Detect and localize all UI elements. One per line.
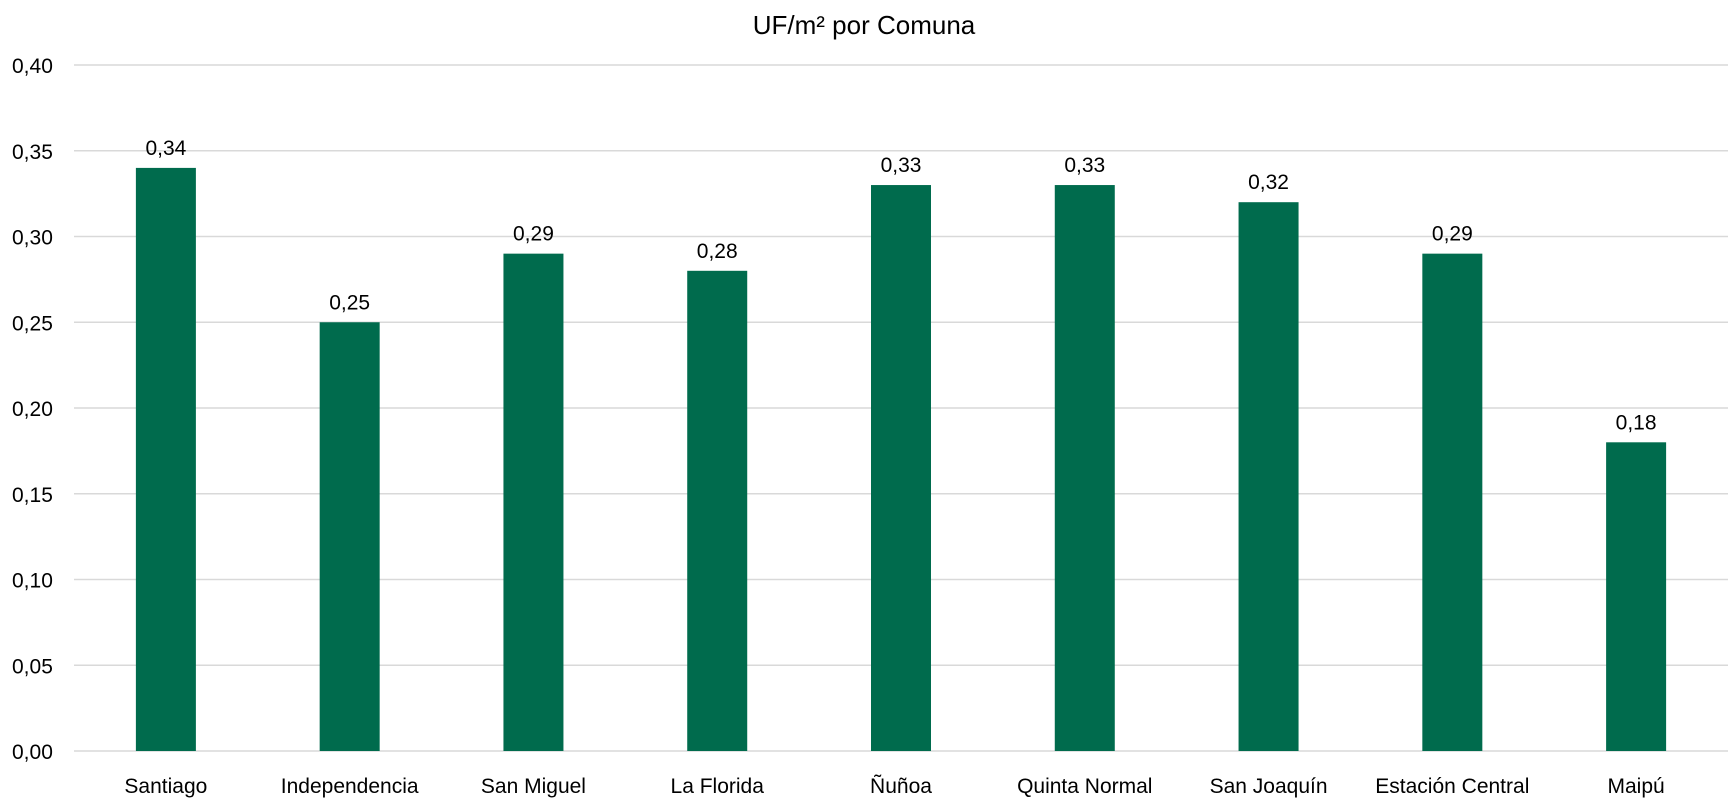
y-tick-label: 0,40 [12,55,53,78]
y-tick-label: 0,20 [12,398,53,421]
data-label: 0,28 [697,240,738,263]
bar [135,167,196,751]
bar [319,322,380,751]
x-axis-categories: Santiago Independencia San Miguel La Florid… [124,774,1664,798]
x-tick-label: Estación Central [1375,775,1529,798]
bar [871,185,931,752]
x-tick-label: Ñuñoa [870,774,932,798]
y-tick-label: 0,25 [12,312,53,335]
data-label: 0,29 [1432,223,1473,246]
y-tick-label: 0,35 [12,141,53,164]
y-tick-label: 0,30 [12,227,53,250]
bar [1054,185,1115,752]
x-tick-label: San Joaquín [1210,775,1328,798]
x-tick-label: La Florida [671,775,765,798]
data-label: 0,32 [1248,171,1289,194]
data-label: 0,25 [329,291,370,314]
bar [1606,442,1667,751]
data-label: 0,33 [1064,154,1105,177]
chart-title: UF/m² por Comuna [753,10,976,40]
x-tick-label: Maipú [1608,775,1665,798]
bar [1238,202,1299,751]
data-label: 0,29 [513,223,554,246]
data-label: 0,34 [145,137,186,160]
y-tick-label: 0,00 [12,741,53,764]
bar [1422,253,1483,751]
data-label: 0,18 [1616,411,1657,434]
x-tick-label: Quinta Normal [1017,775,1152,798]
bar [503,253,564,751]
bar [687,270,748,751]
y-tick-label: 0,10 [12,570,53,593]
y-axis-ticks: 0,00 0,05 0,10 0,15 0,20 0,25 0,30 0,35 0,40 [12,55,53,764]
value-labels: 0,34 0,25 0,29 0,28 0,33 0,33 0,32 0,29 0,18 [145,137,1656,434]
x-tick-label: San Miguel [481,775,586,798]
x-tick-label: Santiago [124,775,207,798]
bars [135,167,1667,752]
y-tick-label: 0,05 [12,655,53,678]
y-tick-label: 0,15 [12,484,53,507]
data-label: 0,33 [881,154,922,177]
x-tick-label: Independencia [281,775,419,798]
